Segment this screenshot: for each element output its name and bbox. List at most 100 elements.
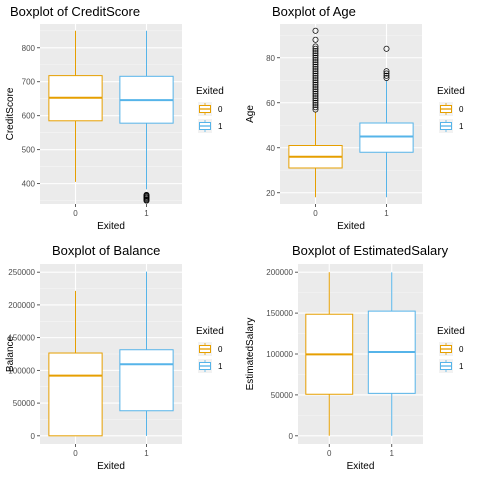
- legend: Exited 0 1: [196, 326, 224, 373]
- outlier-point: [312, 77, 319, 84]
- legend-label: 1: [218, 122, 223, 131]
- legend-label: 1: [459, 362, 464, 371]
- y-tick-label: 100000: [8, 366, 35, 375]
- legend-title: Exited: [437, 86, 465, 97]
- chart-panel-age: 20 40 60 80 0 1 Exited Age Boxplot of Age Exited 0…: [245, 4, 465, 232]
- x-axis-title: Exited: [347, 461, 375, 472]
- chart-panel-creditscore: 400 500 600 700 800 0 1 Exited CreditScore Boxplo…: [5, 4, 224, 232]
- y-tick-label: 50000: [271, 391, 294, 400]
- outlier-point: [312, 36, 319, 43]
- legend-label: 0: [218, 105, 223, 114]
- y-axis-title: CreditScore: [5, 87, 16, 140]
- legend-label: 0: [459, 105, 464, 114]
- x-tick-label: 1: [390, 449, 395, 458]
- outlier-point: [312, 97, 319, 104]
- legend: Exited 0 1: [437, 86, 465, 133]
- chart-panel-balance: 0 50000 100000 150000 200000 250000 0 1 Exited Ba…: [5, 243, 224, 472]
- outlier-point: [312, 54, 319, 61]
- y-tick-label: 150000: [266, 309, 293, 318]
- outlier-point: [312, 84, 319, 90]
- y-tick-label: 0: [31, 432, 36, 441]
- box-group-0: [48, 290, 103, 437]
- y-axis-title: Balance: [5, 335, 16, 372]
- y-tick-label: 200000: [8, 301, 35, 310]
- outlier-point: [312, 48, 319, 54]
- outlier-point: [383, 70, 390, 77]
- y-tick-label: 40: [266, 144, 275, 153]
- y-tick-label: 700: [22, 78, 36, 87]
- y-tick-label: 60: [266, 99, 275, 108]
- outlier-point: [312, 88, 319, 95]
- y-tick-label: 400: [22, 180, 36, 189]
- outlier-point: [383, 68, 390, 75]
- outlier-point: [312, 81, 319, 88]
- outlier-point: [383, 72, 390, 79]
- outlier-point: [312, 106, 319, 113]
- outlier-point: [312, 104, 319, 111]
- x-tick-label: 0: [73, 449, 78, 458]
- outlier-point: [312, 95, 319, 102]
- outlier-point: [312, 90, 319, 97]
- outlier-point: [312, 102, 319, 108]
- plot-title: Boxplot of Age: [272, 4, 356, 19]
- box-group-1: [359, 45, 414, 198]
- box: [119, 349, 174, 412]
- outlier-point: [312, 99, 319, 106]
- outlier-point: [312, 52, 319, 59]
- y-tick-label: 80: [266, 54, 275, 63]
- plot-title: Boxplot of CreditScore: [10, 4, 140, 19]
- legend: Exited 0 1: [437, 326, 465, 373]
- outlier-point: [312, 50, 319, 57]
- outlier-point: [312, 59, 319, 66]
- outlier-point: [312, 86, 319, 93]
- outlier-point: [383, 75, 390, 81]
- outlier-point: [312, 68, 319, 75]
- box-group-1: [119, 30, 174, 204]
- outlier-point: [383, 45, 390, 52]
- legend-label: 1: [218, 362, 223, 371]
- x-tick-label: 0: [313, 209, 318, 218]
- x-axis-title: Exited: [337, 221, 365, 232]
- x-axis-title: Exited: [97, 461, 125, 472]
- y-axis-title: EstimatedSalary: [245, 318, 256, 391]
- plot-title: Boxplot of EstimatedSalary: [292, 243, 449, 258]
- outlier-point: [312, 70, 319, 77]
- y-tick-label: 250000: [8, 268, 35, 277]
- outlier-point: [312, 63, 319, 70]
- y-tick-label: 0: [289, 432, 294, 441]
- outlier-point: [312, 93, 319, 99]
- legend-title: Exited: [196, 86, 224, 97]
- y-tick-label: 100000: [266, 350, 293, 359]
- box: [359, 122, 414, 153]
- outlier-point: [312, 27, 319, 34]
- y-tick-label: 150000: [8, 334, 35, 343]
- box-group-1: [119, 271, 174, 436]
- outlier-point: [312, 72, 319, 79]
- chart-panel-estimatedsalary: 0 50000 100000 150000 200000 0 1 Exited Estimate…: [245, 243, 465, 472]
- outlier-point: [312, 75, 319, 81]
- legend-title: Exited: [196, 326, 224, 337]
- x-tick-label: 0: [327, 449, 332, 458]
- legend-title: Exited: [437, 326, 465, 337]
- outlier-point: [312, 61, 319, 68]
- box-group-0: [48, 30, 103, 182]
- box-group-0: [305, 272, 354, 436]
- outlier-point: [312, 57, 319, 63]
- box-group-1: [367, 272, 416, 436]
- x-tick-label: 1: [384, 209, 389, 218]
- x-axis-title: Exited: [97, 221, 125, 232]
- y-axis-title: Age: [245, 105, 256, 123]
- x-tick-label: 1: [144, 449, 149, 458]
- y-tick-label: 600: [22, 112, 36, 121]
- outlier-point: [312, 66, 319, 72]
- y-tick-label: 800: [22, 44, 36, 53]
- legend-label: 0: [218, 345, 223, 354]
- y-tick-label: 200000: [266, 268, 293, 277]
- y-tick-label: 500: [22, 146, 36, 155]
- y-tick-label: 50000: [13, 399, 36, 408]
- x-tick-label: 1: [144, 209, 149, 218]
- outlier-point: [312, 79, 319, 86]
- x-tick-label: 0: [73, 209, 78, 218]
- outlier-point: [312, 43, 319, 50]
